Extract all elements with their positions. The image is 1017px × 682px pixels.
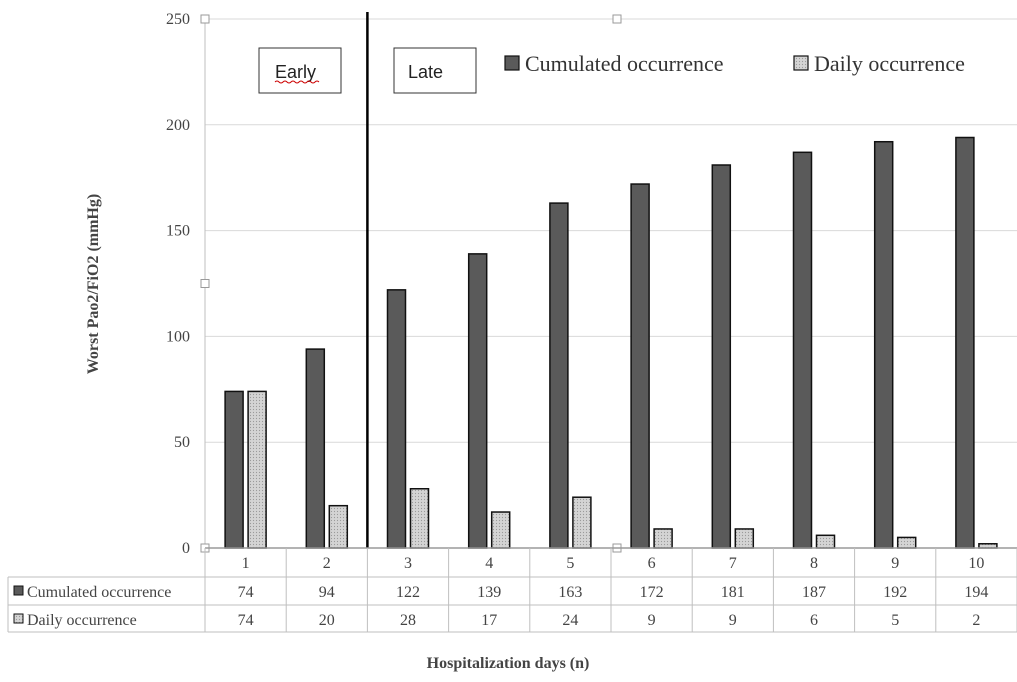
y-tick-label: 50 (174, 434, 190, 451)
legend-label: Daily occurrence (814, 51, 965, 76)
table-value: 181 (721, 584, 745, 601)
x-tick-label: 4 (485, 555, 493, 572)
annotation-label: Late (408, 62, 443, 82)
legend-swatch (504, 55, 520, 71)
legend-swatch (793, 55, 809, 71)
bar-cumulated (549, 202, 569, 549)
x-tick-label: 2 (323, 555, 331, 572)
table-value: 122 (396, 584, 420, 601)
table-value: 9 (729, 612, 737, 629)
table-value: 194 (964, 584, 988, 601)
bar-daily (896, 536, 917, 549)
table-value: 139 (477, 584, 501, 601)
bar-cumulated (386, 289, 407, 549)
x-tick-label: 1 (242, 555, 250, 572)
x-tick-label: 7 (729, 555, 737, 572)
bar-cumulated (792, 151, 813, 549)
table-value: 192 (883, 584, 907, 601)
table-value: 2 (972, 612, 980, 629)
annotation-label: Early (275, 62, 316, 82)
bar-daily (572, 496, 592, 549)
table-value: 74 (238, 612, 254, 629)
bar-daily (490, 511, 511, 549)
y-tick-label: 250 (166, 11, 190, 28)
table-value: 187 (802, 584, 826, 601)
x-axis-title: Hospitalization days (n) (427, 655, 590, 672)
bar-cumulated (224, 390, 244, 549)
y-tick-label: 0 (182, 540, 190, 557)
bar-cumulated (711, 164, 732, 549)
table-value: 74 (238, 584, 254, 601)
bar-cumulated (467, 253, 488, 549)
table-value: 94 (319, 584, 335, 601)
x-tick-label: 9 (891, 555, 899, 572)
bar-daily (734, 528, 755, 549)
table-series-name: Daily occurrence (27, 612, 137, 629)
legend-label: Cumulated occurrence (525, 51, 724, 76)
frame-handle (200, 279, 210, 288)
table-value: 6 (810, 612, 818, 629)
table-legend-swatch (13, 613, 24, 624)
table-value: 163 (558, 584, 582, 601)
table-value: 20 (319, 612, 335, 629)
spellcheck-underline (274, 80, 320, 84)
x-tick-label: 3 (404, 555, 412, 572)
x-tick-label: 8 (810, 555, 818, 572)
table-series-name: Cumulated occurrence (27, 584, 171, 601)
bar-daily (328, 504, 349, 549)
table-value: 28 (400, 612, 416, 629)
y-axis-title: Worst Pao2/FiO2 (mmHg) (85, 194, 102, 374)
table-value: 9 (648, 612, 656, 629)
bar-cumulated (305, 348, 326, 549)
x-tick-label: 5 (566, 555, 574, 572)
table-value: 172 (640, 584, 664, 601)
table-legend-swatch (13, 585, 24, 596)
bar-daily (247, 390, 267, 549)
bar-cumulated (630, 183, 650, 549)
annotation-box (393, 47, 477, 94)
table-value: 5 (891, 612, 899, 629)
frame-handle (612, 14, 622, 24)
y-tick-label: 100 (166, 328, 190, 345)
y-tick-label: 150 (166, 223, 190, 240)
annotation-box (258, 47, 342, 94)
table-value: 17 (481, 612, 497, 629)
x-tick-label: 6 (648, 555, 656, 572)
x-tick-label: 10 (968, 555, 984, 572)
bar-cumulated (873, 140, 894, 549)
bar-daily (409, 488, 430, 549)
bar-daily (653, 528, 673, 549)
table-value: 24 (562, 612, 578, 629)
bar-daily (815, 534, 836, 549)
frame-handle (200, 14, 210, 24)
y-tick-label: 200 (166, 117, 190, 134)
bar-cumulated (955, 136, 975, 549)
